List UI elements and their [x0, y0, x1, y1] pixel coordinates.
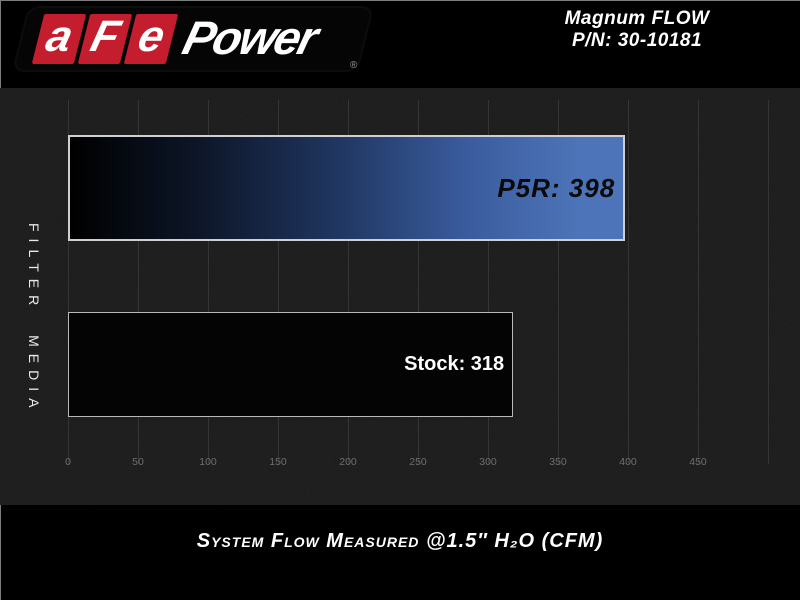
logo-power-text: Power [177, 10, 323, 64]
x-tick-200: 200 [339, 456, 357, 468]
title-line-1: Magnum FLOW [564, 8, 710, 29]
logo-letter-e: e [133, 12, 170, 61]
x-tick-150: 150 [269, 456, 287, 468]
logo-plate: a F e Power [14, 8, 372, 70]
logo-letter-a: a [41, 12, 78, 61]
bar-p5r: P5R: 398 [68, 135, 626, 241]
bar-stock: Stock: 318 [68, 312, 514, 417]
logo-letter-f-block: F [77, 12, 133, 64]
gridline-200 [348, 100, 349, 464]
registered-trademark-icon: ® [350, 60, 358, 71]
gridline-0 [68, 100, 69, 464]
x-tick-350: 350 [549, 456, 567, 468]
gridline-400 [628, 100, 629, 464]
y-axis-label: FILTER MEDIA [26, 223, 42, 415]
logo-letter-e-block: e [123, 12, 179, 64]
bar-label-stock: Stock: 318 [404, 353, 505, 375]
gridline-300 [488, 100, 489, 464]
gridline-350 [558, 100, 559, 464]
gridline-100 [208, 100, 209, 464]
x-tick-450: 450 [689, 456, 707, 468]
x-tick-50: 50 [132, 456, 144, 468]
x-tick-0: 0 [65, 456, 71, 468]
x-tick-250: 250 [409, 456, 427, 468]
chart-title: Magnum FLOW P/N: 30-10181 [478, 8, 796, 52]
x-tick-300: 300 [479, 456, 497, 468]
bar-label-p5r: P5R: 398 [497, 172, 616, 203]
x-tick-400: 400 [619, 456, 637, 468]
x-tick-100: 100 [199, 456, 217, 468]
x-axis-caption: System Flow Measured @1.5″ H₂O (CFM) [196, 530, 604, 552]
logo-letter-a-block: a [31, 12, 87, 64]
gridline-250 [418, 100, 419, 464]
title-line-2: P/N: 30-10181 [571, 30, 703, 52]
afe-power-logo: a F e Power ® [14, 8, 372, 76]
plot-area: FILTER MEDIA 0 50 100 150 200 250 300 350 400 450… [0, 88, 800, 505]
gridline-50 [138, 100, 139, 464]
gridline-500 [768, 100, 769, 464]
gridline-450 [698, 100, 699, 464]
gridline-150 [278, 100, 279, 464]
logo-letter-f: F [86, 12, 126, 61]
